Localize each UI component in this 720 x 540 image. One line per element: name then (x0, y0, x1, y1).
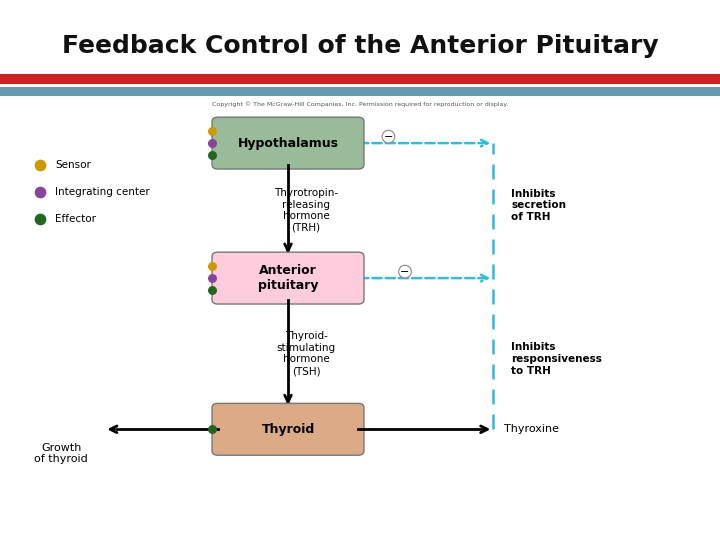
Text: Growth
of thyroid: Growth of thyroid (35, 443, 88, 464)
Text: Thyrotropin-
releasing
hormone
(TRH): Thyrotropin- releasing hormone (TRH) (274, 188, 338, 233)
Text: Thyroxine: Thyroxine (504, 424, 559, 434)
Text: Inhibits
responsiveness
to TRH: Inhibits responsiveness to TRH (511, 342, 602, 376)
Bar (0, 87, 720, 96)
Point (206, 139, 217, 147)
Text: Thyroid: Thyroid (261, 423, 315, 436)
Point (34, 214, 45, 223)
Bar (0, 74, 720, 84)
Text: Feedback Control of the Anterior Pituitary: Feedback Control of the Anterior Pituita… (62, 34, 658, 58)
FancyBboxPatch shape (212, 117, 364, 169)
Text: Integrating center: Integrating center (55, 187, 150, 197)
Text: Inhibits
secretion
of TRH: Inhibits secretion of TRH (511, 188, 566, 222)
Text: Anterior
pituitary: Anterior pituitary (258, 264, 318, 292)
Point (34, 160, 45, 169)
Point (206, 286, 217, 294)
Text: −: − (400, 267, 410, 276)
Text: Thyroid-
stimulating
hormone
(TSH): Thyroid- stimulating hormone (TSH) (276, 332, 336, 376)
Text: Hypothalamus: Hypothalamus (238, 137, 338, 150)
Point (206, 274, 217, 282)
Point (206, 425, 217, 434)
Text: −: − (384, 132, 393, 141)
FancyBboxPatch shape (212, 403, 364, 455)
Text: Effector: Effector (55, 214, 96, 224)
Point (206, 262, 217, 271)
Point (206, 151, 217, 159)
Text: Copyright © The McGraw-Hill Companies, Inc. Permission required for reproduction: Copyright © The McGraw-Hill Companies, I… (212, 101, 508, 106)
FancyBboxPatch shape (212, 252, 364, 304)
Point (206, 127, 217, 136)
Text: Sensor: Sensor (55, 160, 91, 170)
Point (34, 187, 45, 196)
